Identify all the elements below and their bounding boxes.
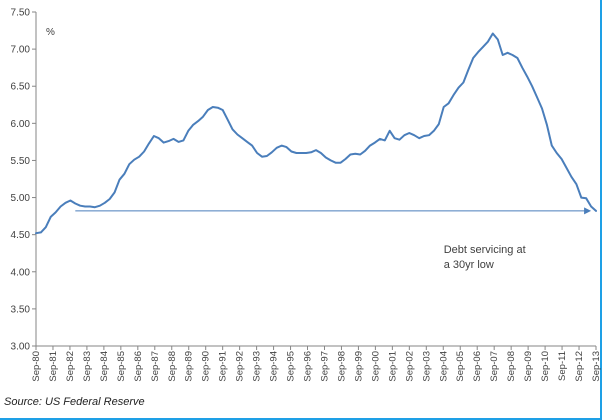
plot-area xyxy=(35,32,597,235)
x-tick-label: Sep-13 xyxy=(591,351,602,382)
x-tick-label: Sep-84 xyxy=(99,351,110,382)
x-tick-label: Sep-87 xyxy=(150,351,161,382)
x-tick-label: Sep-83 xyxy=(82,351,93,382)
x-tick-label: Sep-02 xyxy=(404,351,415,382)
source-note: Source: US Federal Reserve xyxy=(4,396,145,408)
y-axis-unit-label: % xyxy=(46,27,55,38)
x-tick-label: Sep-04 xyxy=(438,351,449,382)
x-tick-label: Sep-01 xyxy=(387,351,398,382)
x-tick-label: Sep-11 xyxy=(557,351,568,381)
x-tick-label: Sep-86 xyxy=(133,351,144,382)
y-tick-label: 6.50 xyxy=(11,82,31,93)
y-axis: 3.00 3.50 4.00 4.50 5.00 5.50 6.00 6.50 7.00 7.50 xyxy=(11,8,37,353)
x-axis: Sep-80 Sep-81 Sep-82 Sep-83 Sep-84 Sep-85 Sep-… xyxy=(31,345,602,382)
series-line xyxy=(35,32,597,235)
y-tick-label: 5.50 xyxy=(11,156,31,167)
annotation-text: Debt servicing at xyxy=(444,244,526,256)
x-tick-label: Sep-07 xyxy=(489,351,500,382)
x-tick-label: Sep-81 xyxy=(48,351,59,382)
arrow-head xyxy=(584,207,592,215)
x-tick-label: Sep-08 xyxy=(506,351,517,382)
y-tick-label: 3.50 xyxy=(11,304,31,315)
x-tick-label: Sep-05 xyxy=(455,351,466,382)
x-tick-label: Sep-92 xyxy=(235,351,246,382)
y-tick-label: 3.00 xyxy=(11,342,31,353)
x-tick-label: Sep-93 xyxy=(252,351,263,382)
x-tick-label: Sep-95 xyxy=(286,351,297,382)
annotation-text: a 30yr low xyxy=(444,259,494,271)
y-tick-label: 5.00 xyxy=(11,193,31,204)
x-tick-label: Sep-80 xyxy=(31,351,42,382)
y-tick-label: 7.00 xyxy=(11,45,31,56)
x-tick-label: Sep-09 xyxy=(523,351,534,382)
x-tick-label: Sep-85 xyxy=(116,351,127,382)
trend-arrow xyxy=(75,207,592,215)
x-tick-label: Sep-97 xyxy=(319,351,330,382)
x-tick-label: Sep-06 xyxy=(472,351,483,382)
x-tick-label: Sep-96 xyxy=(303,351,314,382)
x-tick-label: Sep-00 xyxy=(370,351,381,382)
x-tick-label: Sep-94 xyxy=(269,351,280,382)
x-tick-label: Sep-03 xyxy=(421,351,432,382)
y-tick-label: 4.50 xyxy=(11,230,31,241)
x-tick-label: Sep-10 xyxy=(540,351,551,382)
annotations: Debt servicing at a 30yr low xyxy=(444,244,526,271)
x-tick-label: Sep-99 xyxy=(353,351,364,382)
y-tick-label: 4.00 xyxy=(11,267,31,278)
x-tick-label: Sep-88 xyxy=(167,351,178,382)
y-tick-label: 6.00 xyxy=(11,119,31,130)
x-tick-label: Sep-82 xyxy=(65,351,76,382)
x-tick-label: Sep-91 xyxy=(218,351,229,382)
x-tick-label: Sep-12 xyxy=(574,351,585,382)
y-tick-label: 7.50 xyxy=(11,8,31,19)
x-tick-label: Sep-98 xyxy=(336,351,347,382)
x-tick-label: Sep-89 xyxy=(184,351,195,382)
x-tick-label: Sep-90 xyxy=(201,351,212,382)
